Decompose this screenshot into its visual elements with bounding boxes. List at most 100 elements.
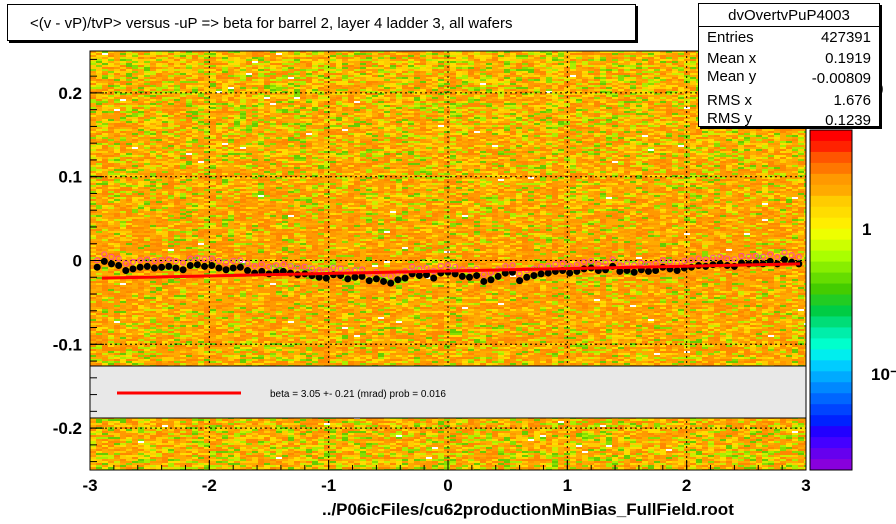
heatmap-cell	[678, 97, 684, 99]
heatmap-cell	[330, 105, 336, 107]
heatmap-cell	[150, 97, 156, 99]
heatmap-cell	[600, 91, 606, 93]
heatmap-cell	[462, 99, 468, 101]
heatmap-cell	[468, 63, 474, 65]
heatmap-cell	[732, 129, 738, 131]
heatmap-cell	[228, 107, 234, 109]
heatmap-cell	[288, 103, 294, 105]
heatmap-cell	[528, 91, 534, 93]
heatmap-cell	[354, 115, 360, 117]
heatmap-cell	[276, 77, 282, 79]
heatmap-cell	[252, 91, 258, 93]
heatmap-cell	[372, 121, 378, 123]
heatmap-cell	[294, 95, 300, 97]
heatmap-cell	[426, 67, 432, 69]
heatmap-cell	[534, 63, 540, 65]
heatmap-cell	[366, 59, 372, 61]
heatmap-cell	[144, 121, 150, 123]
heatmap-cell	[162, 87, 168, 89]
heatmap-cell	[468, 99, 474, 101]
heatmap-cell	[150, 83, 156, 85]
heatmap-cell	[162, 111, 168, 113]
heatmap-cell	[486, 55, 492, 57]
heatmap-cell	[270, 129, 276, 131]
heatmap-cell	[624, 101, 630, 103]
heatmap-cell	[114, 123, 120, 125]
heatmap-cell	[330, 55, 336, 57]
heatmap-cell	[366, 57, 372, 59]
heatmap-cell	[90, 111, 96, 113]
heatmap-cell	[678, 51, 684, 53]
heatmap-cell	[324, 107, 330, 109]
heatmap-cell	[114, 111, 120, 113]
heatmap-cell	[516, 79, 522, 81]
heatmap-cell	[396, 109, 402, 111]
heatmap-cell	[480, 83, 486, 85]
heatmap-cell	[438, 63, 444, 65]
heatmap-cell	[114, 99, 120, 101]
heatmap-cell	[426, 73, 432, 75]
heatmap-cell	[390, 97, 396, 99]
heatmap-cell	[408, 117, 414, 119]
heatmap-cell	[366, 101, 372, 103]
heatmap-cell	[612, 99, 618, 101]
heatmap-cell	[348, 67, 354, 69]
heatmap-cell	[666, 61, 672, 63]
heatmap-cell	[192, 55, 198, 57]
heatmap-cell	[222, 65, 228, 67]
heatmap-cell	[462, 67, 468, 69]
heatmap-cell	[240, 123, 246, 125]
heatmap-cell	[168, 105, 174, 107]
heatmap-cell	[294, 87, 300, 89]
heatmap-cell	[642, 73, 648, 75]
heatmap-cell	[144, 61, 150, 63]
heatmap-cell	[570, 53, 576, 55]
heatmap-cell	[336, 53, 342, 55]
heatmap-cell	[426, 65, 432, 67]
heatmap-cell	[486, 117, 492, 119]
heatmap-cell	[570, 79, 576, 81]
heatmap-cell	[342, 73, 348, 75]
heatmap-cell	[468, 101, 474, 103]
heatmap-cell	[474, 51, 480, 53]
heatmap-cell	[336, 109, 342, 111]
heatmap-cell	[306, 89, 312, 91]
heatmap-cell	[120, 105, 126, 107]
heatmap-cell	[660, 69, 666, 71]
heatmap-cell	[234, 77, 240, 79]
heatmap-cell	[198, 73, 204, 75]
heatmap-cell	[672, 109, 678, 111]
heatmap-cell	[234, 99, 240, 101]
heatmap-cell	[216, 109, 222, 111]
heatmap-cell	[252, 67, 258, 69]
heatmap-cell	[576, 119, 582, 121]
heatmap-cell	[234, 87, 240, 89]
heatmap-cell	[168, 121, 174, 123]
heatmap-cell	[318, 121, 324, 123]
heatmap-cell	[360, 125, 366, 127]
heatmap-cell	[144, 67, 150, 69]
heatmap-cell	[282, 73, 288, 75]
heatmap-cell	[432, 59, 438, 61]
heatmap-cell	[696, 127, 702, 129]
heatmap-cell	[324, 77, 330, 79]
heatmap-cell	[174, 127, 180, 129]
heatmap-cell	[462, 113, 468, 115]
heatmap-cell	[414, 71, 420, 73]
heatmap-cell	[510, 119, 516, 121]
heatmap-cell	[480, 131, 486, 133]
heatmap-cell	[600, 97, 606, 99]
heatmap-cell	[306, 107, 312, 109]
heatmap-cell	[588, 65, 594, 67]
heatmap-cell	[642, 65, 648, 67]
heatmap-cell	[102, 71, 108, 73]
heatmap-cell	[666, 121, 672, 123]
heatmap-cell	[198, 89, 204, 91]
heatmap-cell	[534, 123, 540, 125]
heatmap-cell	[780, 129, 786, 131]
heatmap-cell	[576, 77, 582, 79]
heatmap-cell	[294, 55, 300, 57]
heatmap-cell	[630, 91, 636, 93]
heatmap-cell	[342, 91, 348, 93]
heatmap-cell	[636, 79, 642, 81]
